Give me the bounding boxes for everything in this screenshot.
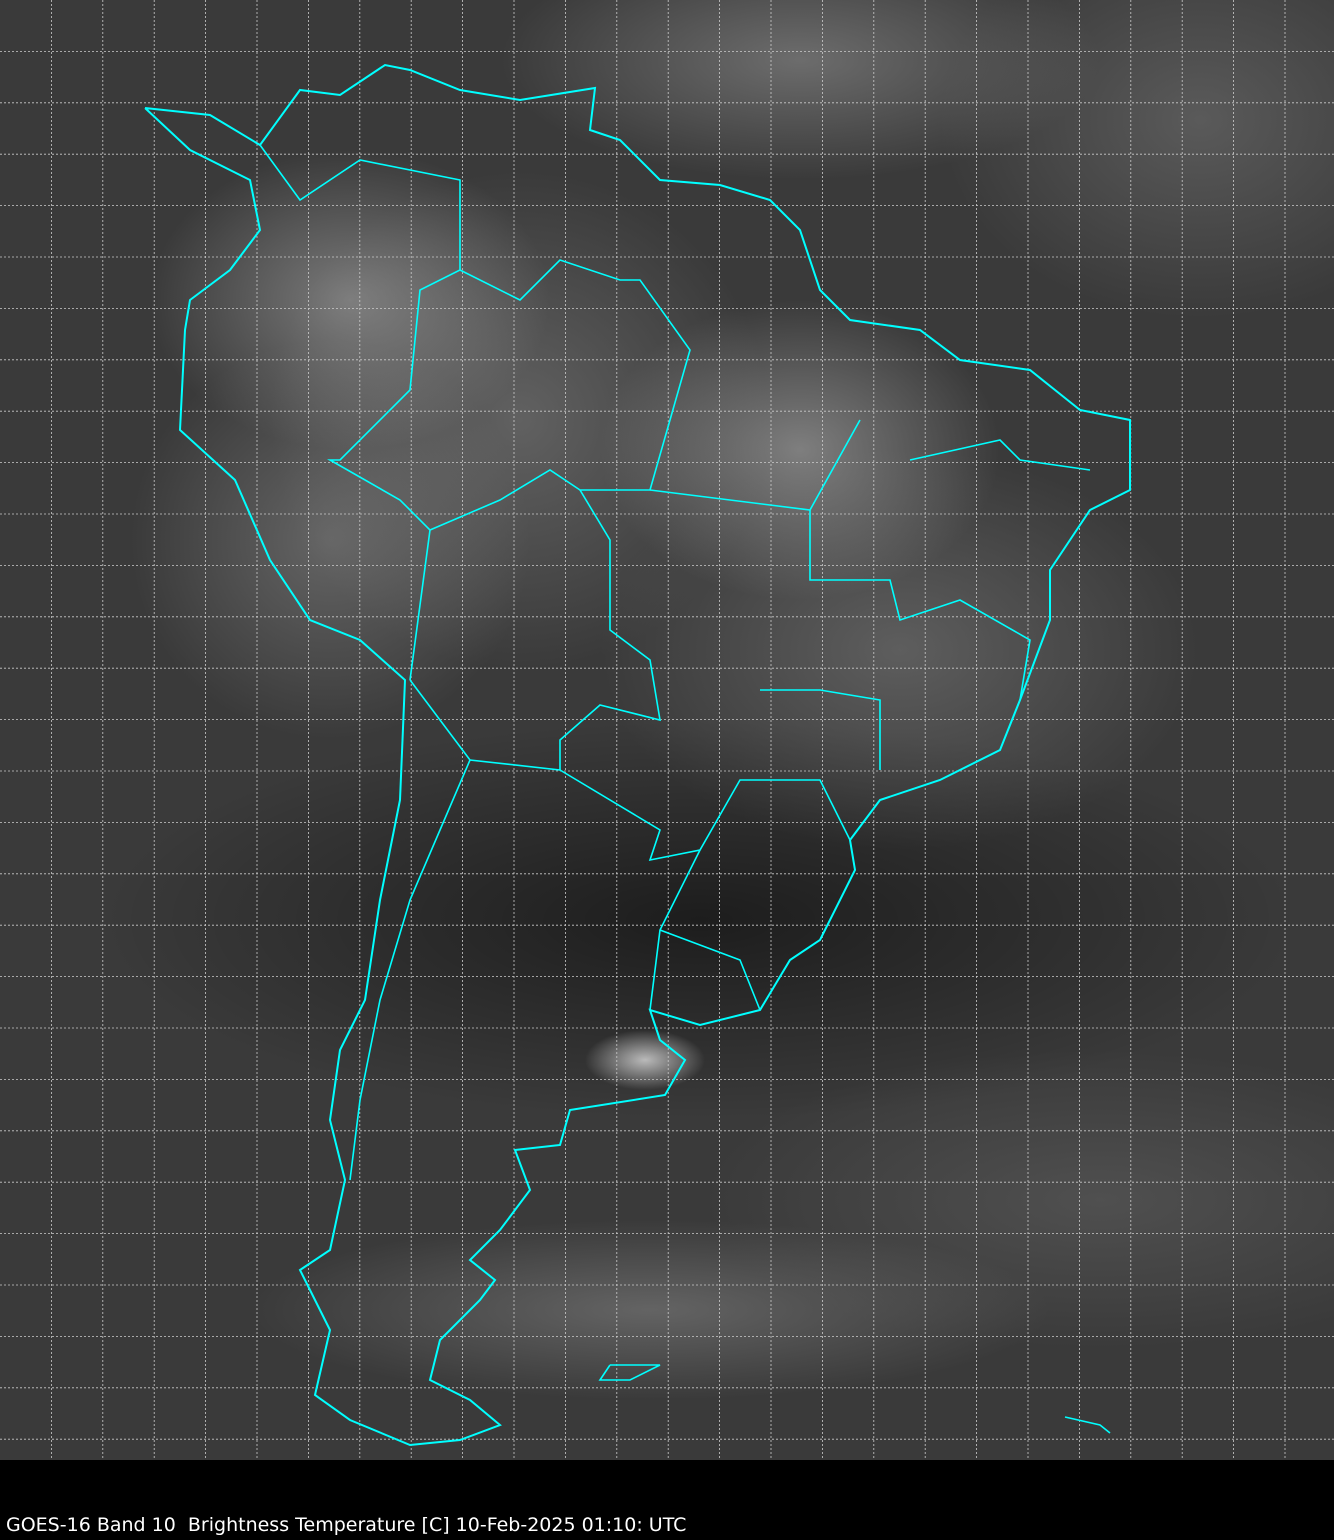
border-line bbox=[598, 1364, 661, 1381]
border-line bbox=[429, 259, 691, 531]
border-line bbox=[809, 510, 1031, 701]
border-line bbox=[559, 769, 851, 862]
border-line bbox=[909, 439, 1091, 471]
border-line bbox=[659, 929, 761, 1011]
map-overlay bbox=[0, 0, 1334, 1460]
border-line bbox=[760, 689, 881, 770]
border-line bbox=[409, 489, 661, 771]
south-america-coastline bbox=[144, 63, 1131, 1447]
border-line bbox=[349, 759, 471, 1181]
satellite-imagery bbox=[0, 0, 1334, 1460]
border-line bbox=[649, 419, 861, 511]
border-line bbox=[1064, 1416, 1111, 1434]
image-caption: GOES-16 Band 10 Brightness Temperature [… bbox=[6, 1514, 687, 1536]
lat-lon-grid bbox=[0, 0, 1334, 1460]
border-line bbox=[259, 144, 461, 681]
country-borders bbox=[259, 144, 1111, 1434]
